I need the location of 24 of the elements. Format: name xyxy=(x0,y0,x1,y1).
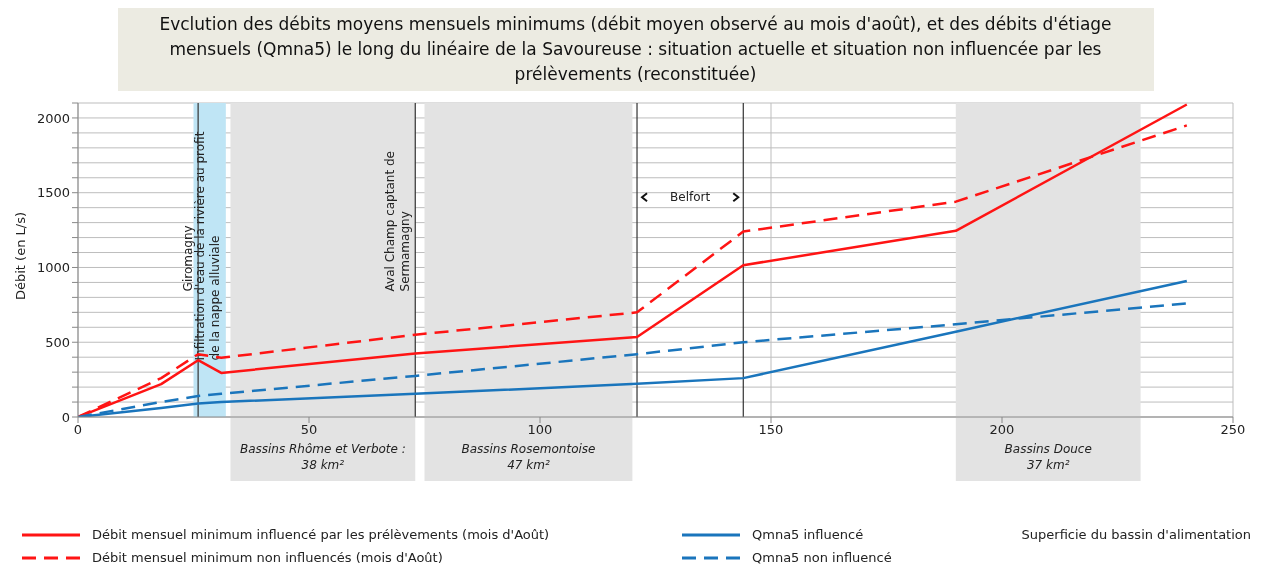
ref-line-label: Aval Champ captant de Sermamagny xyxy=(383,151,413,292)
x-tick-label: 50 xyxy=(300,422,318,438)
y-tick-label: 2000 xyxy=(36,110,70,126)
y-tick-label: 1000 xyxy=(36,260,70,276)
x-tick-label: 100 xyxy=(527,422,553,438)
x-tick-label: 150 xyxy=(758,422,784,438)
x-tick-label: 250 xyxy=(1220,422,1246,438)
legend-label: Qmna5 influencé xyxy=(752,527,864,542)
text: Superficie du bassin d'alimentation xyxy=(1021,527,1251,542)
y-tick-label: 500 xyxy=(45,334,70,350)
y-tick-label: 0 xyxy=(61,409,70,425)
y-axis-title: Débit (en L/s) xyxy=(12,211,28,300)
legend-label: Débit mensuel minimum influencé par les prélèvements (mois d'Août) xyxy=(92,527,550,542)
ref-line-label: Giromagny xyxy=(181,225,196,292)
y-tick-label: 1500 xyxy=(36,185,70,201)
chart-title: Evclution des débits moyens mensuels minimums (débit moyen observé au mois d'août), et des débits d'étiage mensuels (Qmna5) le long du linéaire de la Savoureuse : situation actuelle et situation non influencée par les prélèvements (reconstituée) xyxy=(117,8,1154,91)
band-label: Bassins Douce 37 km² xyxy=(1004,442,1092,472)
ref-line-label: Belfort xyxy=(670,190,711,205)
band-label: Bassins Rosemontoise 47 km² xyxy=(461,442,596,472)
legend-label: Qmna5 non influencé xyxy=(752,550,892,565)
legend-label: Débit mensuel minimum non influencés (mois d'Août) xyxy=(92,550,443,565)
band-label: Bassins Rhôme et Verbote : 38 km² xyxy=(239,442,406,472)
x-tick-label: 200 xyxy=(989,422,1015,438)
x-tick-label: 0 xyxy=(73,422,83,438)
